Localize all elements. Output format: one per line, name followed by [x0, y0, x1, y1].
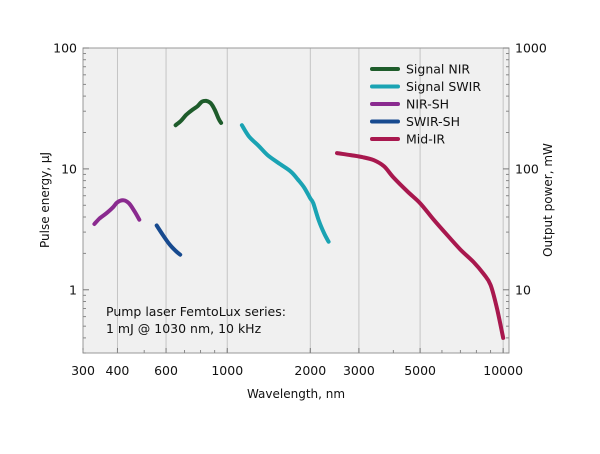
x-tick-label: 400 [106, 363, 130, 378]
y-axis-left: 1 10 100 [53, 41, 89, 354]
series-line-nir-sh [92, 198, 142, 226]
x-axis: 300 400 600 1000 2000 3000 5000 10000 [71, 348, 523, 378]
x-tick-label: 5000 [404, 363, 436, 378]
series-line-signal-swir [239, 123, 331, 244]
x-tick-label: 3000 [343, 363, 375, 378]
x-tick-label: 2000 [294, 363, 326, 378]
series-line-mid-ir [335, 151, 506, 340]
x-tick-label: 10000 [483, 363, 523, 378]
annotation-line-1: Pump laser FemtoLux series: [106, 304, 286, 319]
plot-frame [82, 47, 510, 354]
x-axis-title: Wavelength, nm [247, 387, 345, 401]
y-left-tick-label: 1 [69, 282, 77, 297]
series-layer [92, 98, 506, 340]
x-tick-label: 300 [71, 363, 95, 378]
y-right-tick-label: 100 [515, 161, 539, 176]
legend-label-signal-swir: Signal SWIR [406, 79, 481, 94]
plot-background [83, 48, 509, 353]
x-tick-label: 1000 [211, 363, 243, 378]
annotation-line-2: 1 mJ @ 1030 nm, 10 kHz [106, 321, 262, 336]
series-line-signal-nir [173, 98, 224, 128]
x-tick-label: 600 [154, 363, 178, 378]
y-left-tick-label: 10 [61, 161, 77, 176]
legend: Signal NIR Signal SWIR NIR-SH SWIR-SH Mid-IR [370, 62, 481, 147]
y-right-tick-label: 1000 [515, 41, 547, 56]
annotation: Pump laser FemtoLux series: 1 mJ @ 1030 … [106, 304, 286, 336]
y-right-tick-label: 10 [515, 282, 531, 297]
series-line-swir-sh [154, 223, 183, 257]
legend-label-mid-ir: Mid-IR [406, 132, 445, 147]
legend-label-signal-nir: Signal NIR [406, 62, 470, 77]
legend-label-swir-sh: SWIR-SH [406, 114, 460, 129]
legend-label-nir-sh: NIR-SH [406, 97, 449, 112]
y-axis-right: 10 100 1000 [503, 41, 547, 354]
y-axis-right-title: Output power, mW [541, 143, 555, 257]
y-axis-left-title: Pulse energy, µJ [38, 152, 52, 248]
y-left-tick-label: 100 [53, 41, 77, 56]
